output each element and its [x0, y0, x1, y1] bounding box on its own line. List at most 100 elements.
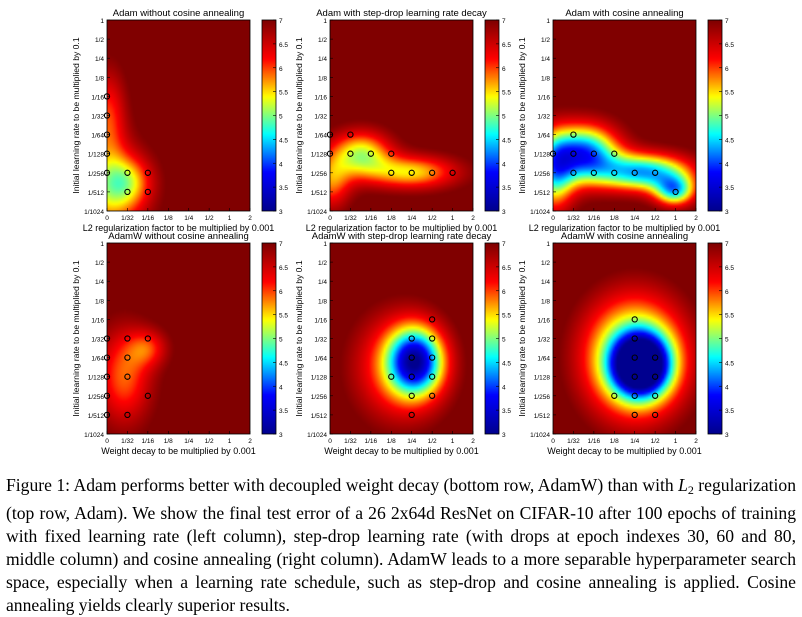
x-tick-label: 1/32 — [121, 215, 134, 222]
y-tick-label: 1/4 — [541, 279, 550, 286]
y-tick-label: 1/512 — [311, 190, 328, 197]
x-tick-label: 2 — [471, 438, 475, 445]
result-marker — [124, 354, 131, 361]
x-tick-label: 1/2 — [651, 438, 660, 445]
x-axis-label: L2 regularization factor to be multiplie… — [83, 223, 275, 233]
x-tick-label: 0 — [328, 438, 332, 445]
x-axis-label: L2 regularization factor to be multiplie… — [529, 223, 721, 233]
y-tick-label: 1/1024 — [84, 209, 104, 216]
result-marker — [103, 112, 111, 119]
x-tick-label: 0 — [551, 438, 555, 445]
result-marker — [570, 150, 577, 157]
result-marker — [347, 131, 354, 138]
y-axis-label: Initial learning rate to be multiplied b… — [294, 260, 304, 416]
heatmap-panel: AdamW with cosine annealing 1/1024 1/512 1/… — [517, 231, 734, 456]
x-axis-label: Weight decay to be multiplied by 0.001 — [101, 446, 255, 456]
colorbar-tick-label: 5.5 — [502, 313, 511, 320]
y-tick-label: 1/64 — [314, 133, 327, 140]
x-tick-label: 0 — [105, 215, 109, 222]
y-tick-label: 1/16 — [91, 94, 104, 101]
panel-title: AdamW with cosine annealing — [561, 231, 688, 242]
x-tick-label: 1 — [674, 215, 678, 222]
result-marker — [651, 373, 659, 380]
heatmap-image — [107, 243, 250, 434]
x-axis-label: Weight decay to be multiplied by 0.001 — [324, 446, 478, 456]
result-marker — [631, 354, 638, 361]
result-marker — [408, 373, 415, 380]
colorbar-tick-label: 3.5 — [725, 185, 734, 192]
colorbar-tick-label: 4 — [279, 384, 283, 391]
y-axis-label: Initial learning rate to be multiplied b… — [517, 37, 527, 193]
y-tick-label: 1/16 — [314, 317, 327, 324]
result-marker — [651, 392, 659, 399]
y-tick-label: 1/32 — [314, 114, 327, 121]
colorbar-tick-label: 5 — [725, 337, 729, 344]
caption-l2-symbol: L — [678, 475, 688, 495]
colorbar-tick-label: 7 — [279, 241, 283, 248]
y-tick-label: 1/2 — [541, 37, 550, 44]
colorbar-gradient — [262, 20, 276, 211]
y-tick-label: 1/4 — [95, 279, 104, 286]
result-marker — [103, 131, 111, 138]
heatmap-panel: Adam with step-drop learning rate decay1… — [294, 8, 511, 233]
result-marker — [631, 335, 638, 342]
result-marker — [144, 169, 152, 176]
y-tick-label: 1/256 — [534, 171, 551, 178]
y-tick-label: 1/4 — [541, 56, 550, 63]
result-marker — [408, 169, 415, 176]
colorbar-tick-label: 5.5 — [279, 90, 288, 97]
colorbar-tick-label: 7 — [725, 18, 729, 25]
y-tick-label: 1/128 — [534, 375, 551, 382]
colorbar-tick-label: 3 — [279, 209, 283, 216]
colorbar-tick-label: 4 — [725, 161, 729, 168]
x-tick-label: 1/2 — [205, 215, 214, 222]
caption-lead: Figure 1: Adam performs better with deco… — [6, 475, 679, 495]
x-tick-label: 1 — [228, 438, 232, 445]
caption-body: regularization (top row, Adam). We show … — [6, 475, 796, 615]
colorbar-tick-label: 6.5 — [725, 42, 734, 49]
result-marker — [124, 188, 131, 196]
y-tick-label: 1/2 — [95, 37, 104, 44]
y-tick-label: 1/8 — [318, 75, 327, 82]
result-marker — [428, 335, 436, 342]
x-tick-label: 1/32 — [567, 438, 580, 445]
result-marker — [590, 169, 598, 176]
result-marker — [367, 150, 375, 157]
colorbar-tick-label: 3 — [502, 209, 506, 216]
y-tick-label: 1/16 — [537, 94, 550, 101]
x-axis-label: L2 regularization factor to be multiplie… — [306, 223, 498, 233]
colorbar-tick-label: 6 — [725, 289, 729, 296]
x-tick-label: 1/2 — [428, 438, 437, 445]
y-tick-label: 1/512 — [311, 413, 328, 420]
y-tick-label: 1/16 — [537, 317, 550, 324]
y-tick-label: 1/128 — [311, 375, 328, 382]
y-tick-label: 1/2 — [95, 260, 104, 267]
x-tick-label: 0 — [551, 215, 555, 222]
x-tick-label: 2 — [694, 215, 698, 222]
y-tick-label: 1/8 — [541, 298, 550, 305]
colorbar-tick-label: 6 — [279, 289, 283, 296]
result-marker — [103, 373, 111, 380]
result-marker — [428, 373, 436, 380]
y-tick-label: 1/256 — [88, 394, 105, 401]
colorbar-gradient — [485, 20, 499, 211]
heatmap-panel: Adam without cosine annealing 1/1024 1/512… — [71, 8, 288, 233]
x-tick-label: 1/4 — [184, 215, 193, 222]
y-tick-label: 1/512 — [88, 413, 105, 420]
y-tick-label: 1/256 — [311, 171, 328, 178]
y-tick-label: 1/8 — [95, 75, 104, 82]
figure-caption: Figure 1: Adam performs better with deco… — [6, 474, 796, 617]
y-tick-label: 1/128 — [88, 375, 105, 382]
x-tick-label: 1/4 — [630, 215, 639, 222]
colorbar-tick-label: 5.5 — [279, 313, 288, 320]
colorbar-tick-label: 3 — [725, 209, 729, 216]
y-tick-label: 1/2 — [318, 37, 327, 44]
colorbar-gradient — [708, 243, 722, 434]
colorbar-tick-label: 5 — [725, 114, 729, 121]
x-tick-label: 1/32 — [344, 438, 357, 445]
result-marker — [611, 392, 618, 399]
y-tick-label: 1/256 — [534, 394, 551, 401]
colorbar-tick-label: 7 — [502, 241, 506, 248]
result-marker — [388, 373, 395, 380]
x-tick-label: 1/4 — [630, 438, 639, 445]
